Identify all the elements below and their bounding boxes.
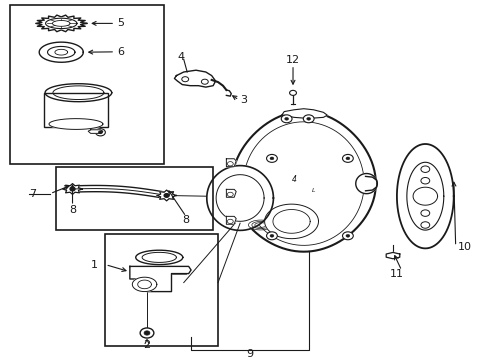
Polygon shape xyxy=(48,46,75,58)
Circle shape xyxy=(343,154,353,162)
Circle shape xyxy=(140,328,154,338)
Circle shape xyxy=(303,115,314,123)
Polygon shape xyxy=(265,204,318,239)
Bar xyxy=(56,167,213,230)
Circle shape xyxy=(96,129,105,136)
Polygon shape xyxy=(413,187,438,205)
Polygon shape xyxy=(232,111,376,252)
Bar xyxy=(10,5,164,164)
Circle shape xyxy=(144,331,150,335)
Polygon shape xyxy=(45,84,112,102)
Circle shape xyxy=(421,177,430,184)
Circle shape xyxy=(346,234,350,237)
Circle shape xyxy=(98,131,102,134)
Polygon shape xyxy=(132,277,157,292)
Polygon shape xyxy=(397,144,454,248)
Circle shape xyxy=(182,77,189,82)
Polygon shape xyxy=(49,118,103,129)
Circle shape xyxy=(267,232,277,240)
Circle shape xyxy=(227,219,233,224)
Circle shape xyxy=(201,79,208,84)
Text: 10: 10 xyxy=(458,242,472,252)
Circle shape xyxy=(307,117,311,120)
Text: 2: 2 xyxy=(144,340,150,350)
Circle shape xyxy=(421,166,430,172)
Circle shape xyxy=(343,232,353,240)
Polygon shape xyxy=(226,159,236,167)
Circle shape xyxy=(227,162,233,166)
Circle shape xyxy=(285,117,289,120)
Polygon shape xyxy=(46,18,77,28)
Text: 4: 4 xyxy=(292,175,296,184)
Text: 8: 8 xyxy=(69,204,76,215)
Text: 6: 6 xyxy=(118,47,124,57)
Circle shape xyxy=(421,210,430,216)
Circle shape xyxy=(164,194,169,197)
Bar xyxy=(44,93,108,127)
Polygon shape xyxy=(88,130,103,133)
Circle shape xyxy=(421,222,430,228)
Bar xyxy=(105,234,218,346)
Polygon shape xyxy=(36,15,87,32)
Polygon shape xyxy=(136,250,183,265)
Polygon shape xyxy=(356,174,377,194)
Circle shape xyxy=(267,154,277,162)
Text: 3: 3 xyxy=(240,95,247,105)
Text: 4: 4 xyxy=(178,52,185,62)
Polygon shape xyxy=(407,162,444,230)
Polygon shape xyxy=(39,42,83,62)
Text: L: L xyxy=(312,188,316,193)
Circle shape xyxy=(281,115,292,123)
Polygon shape xyxy=(207,166,273,230)
Text: 9: 9 xyxy=(246,348,253,359)
Circle shape xyxy=(290,90,296,95)
Text: 12: 12 xyxy=(286,55,300,66)
Polygon shape xyxy=(174,70,216,87)
Polygon shape xyxy=(386,252,400,259)
Text: 8: 8 xyxy=(183,215,190,225)
Polygon shape xyxy=(130,266,191,292)
Circle shape xyxy=(270,157,274,160)
Polygon shape xyxy=(226,216,236,224)
Circle shape xyxy=(270,234,274,237)
Polygon shape xyxy=(226,189,236,197)
Polygon shape xyxy=(157,190,176,201)
Polygon shape xyxy=(282,109,327,118)
Circle shape xyxy=(70,187,75,191)
Circle shape xyxy=(346,157,350,160)
Text: 11: 11 xyxy=(390,269,404,279)
Text: 5: 5 xyxy=(118,18,124,28)
Circle shape xyxy=(227,192,233,197)
Polygon shape xyxy=(63,184,82,194)
Text: 1: 1 xyxy=(91,260,98,270)
Text: 7: 7 xyxy=(29,189,37,199)
